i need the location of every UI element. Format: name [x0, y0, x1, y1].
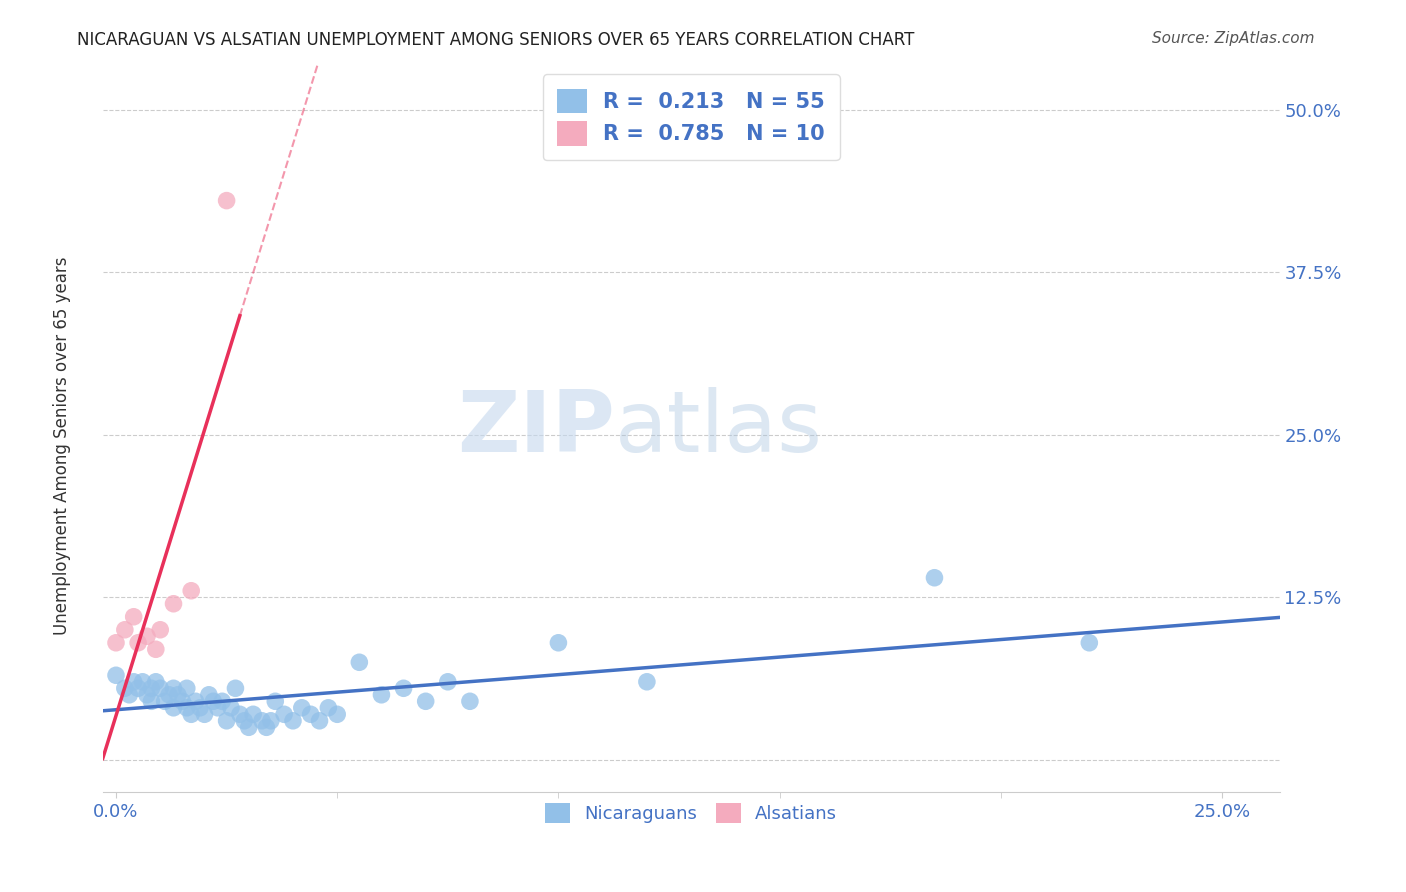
Point	[415, 694, 437, 708]
Point	[114, 681, 136, 696]
Point	[273, 707, 295, 722]
Point	[162, 681, 184, 696]
Point	[458, 694, 481, 708]
Point	[153, 694, 176, 708]
Point	[308, 714, 330, 728]
Point	[250, 714, 273, 728]
Point	[636, 674, 658, 689]
Point	[392, 681, 415, 696]
Point	[149, 681, 172, 696]
Point	[211, 694, 233, 708]
Point	[219, 700, 242, 714]
Point	[114, 623, 136, 637]
Point	[224, 681, 246, 696]
Point	[1078, 636, 1101, 650]
Point	[118, 688, 141, 702]
Point	[370, 688, 392, 702]
Point	[131, 674, 153, 689]
Point	[105, 668, 128, 682]
Point	[299, 707, 322, 722]
Point	[145, 642, 167, 657]
Point	[198, 688, 221, 702]
Text: atlas: atlas	[614, 387, 823, 470]
Point	[233, 714, 256, 728]
Point	[122, 609, 145, 624]
Point	[176, 681, 198, 696]
Point	[207, 700, 229, 714]
Point	[162, 700, 184, 714]
Point	[349, 655, 371, 669]
Point	[188, 700, 211, 714]
Point	[326, 707, 349, 722]
Point	[127, 636, 149, 650]
Point	[149, 623, 172, 637]
Point	[547, 636, 569, 650]
Point	[260, 714, 283, 728]
Point	[180, 707, 202, 722]
Point	[238, 720, 260, 734]
Point	[215, 194, 238, 208]
Point	[127, 681, 149, 696]
Point	[122, 674, 145, 689]
Point	[291, 700, 314, 714]
Point	[318, 700, 340, 714]
Point	[136, 629, 159, 643]
Text: NICARAGUAN VS ALSATIAN UNEMPLOYMENT AMONG SENIORS OVER 65 YEARS CORRELATION CHAR: NICARAGUAN VS ALSATIAN UNEMPLOYMENT AMON…	[77, 31, 915, 49]
Point	[229, 707, 252, 722]
Legend: Nicaraguans, Alsatians: Nicaraguans, Alsatians	[537, 796, 845, 830]
Point	[105, 636, 128, 650]
Point	[437, 674, 460, 689]
Point	[264, 694, 287, 708]
Point	[136, 688, 159, 702]
Point	[202, 694, 225, 708]
Point	[924, 571, 946, 585]
Point	[167, 688, 190, 702]
Point	[281, 714, 304, 728]
Point	[254, 720, 277, 734]
Point	[180, 583, 202, 598]
Point	[172, 694, 194, 708]
Point	[141, 681, 163, 696]
Point	[193, 707, 215, 722]
Point	[184, 694, 207, 708]
Point	[162, 597, 184, 611]
Text: Unemployment Among Seniors over 65 years: Unemployment Among Seniors over 65 years	[53, 257, 72, 635]
Point	[157, 688, 180, 702]
Point	[242, 707, 264, 722]
Point	[215, 714, 238, 728]
Text: ZIP: ZIP	[457, 387, 614, 470]
Point	[145, 674, 167, 689]
Point	[141, 694, 163, 708]
Point	[176, 700, 198, 714]
Text: Source: ZipAtlas.com: Source: ZipAtlas.com	[1152, 31, 1315, 46]
